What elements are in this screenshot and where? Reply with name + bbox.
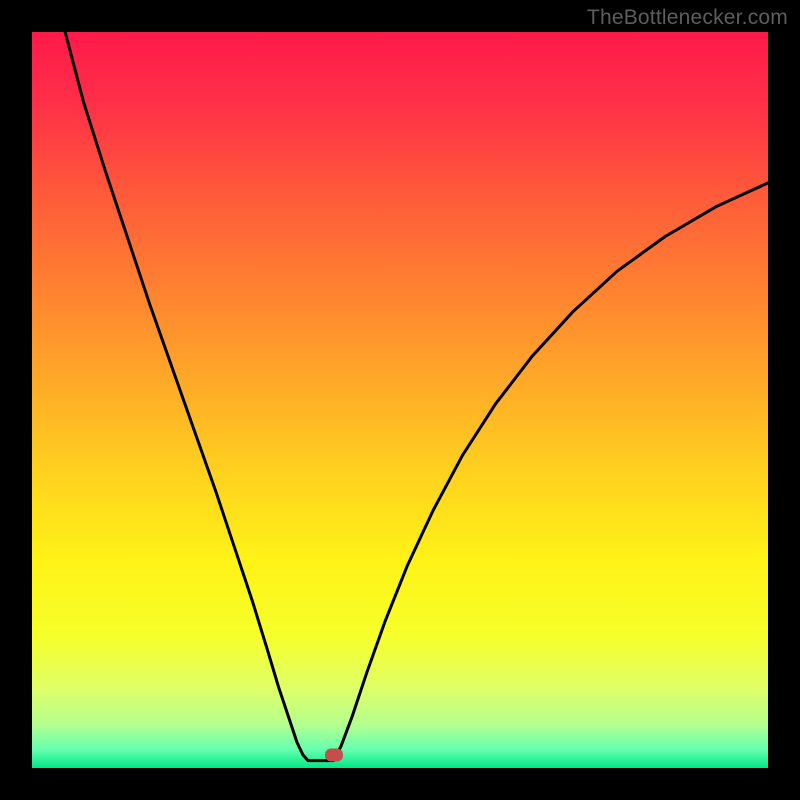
plot-area [32, 32, 768, 768]
chart-stage: TheBottlenecker.com [0, 0, 800, 800]
valley-marker [325, 749, 343, 762]
curve-layer [32, 32, 768, 768]
watermark-text: TheBottlenecker.com [587, 6, 788, 30]
v-curve [65, 32, 768, 761]
